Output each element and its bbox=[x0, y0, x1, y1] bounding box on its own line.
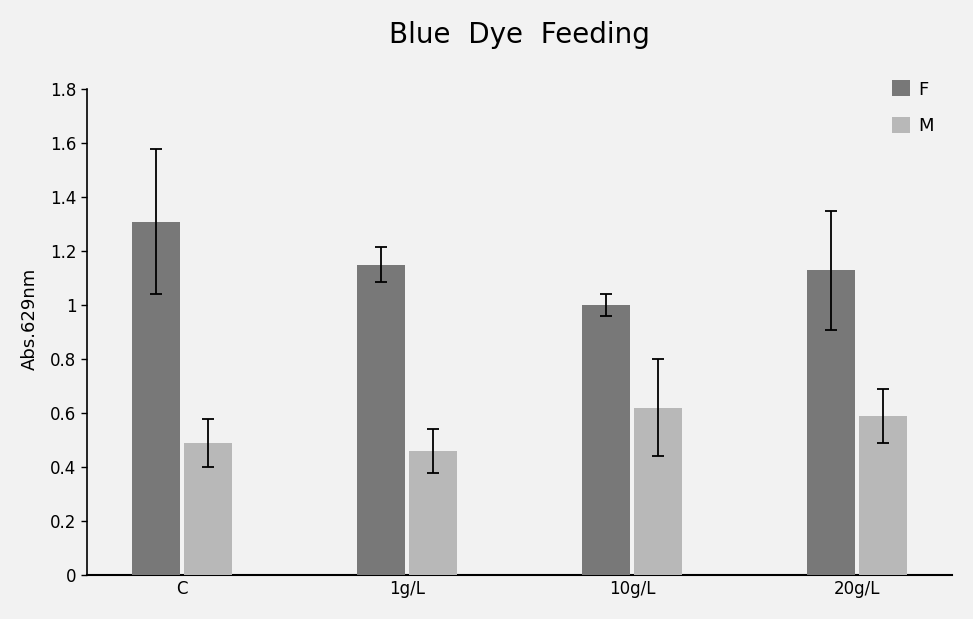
Bar bbox=[184, 443, 233, 575]
Bar bbox=[859, 416, 907, 575]
Bar bbox=[633, 408, 682, 575]
Title: Blue  Dye  Feeding: Blue Dye Feeding bbox=[389, 21, 650, 49]
Y-axis label: Abs.629nm: Abs.629nm bbox=[20, 267, 39, 370]
Bar bbox=[582, 305, 631, 575]
Bar bbox=[409, 451, 457, 575]
Bar bbox=[357, 265, 406, 575]
Legend: F, M: F, M bbox=[883, 71, 943, 144]
Bar bbox=[807, 270, 855, 575]
Bar bbox=[132, 222, 180, 575]
